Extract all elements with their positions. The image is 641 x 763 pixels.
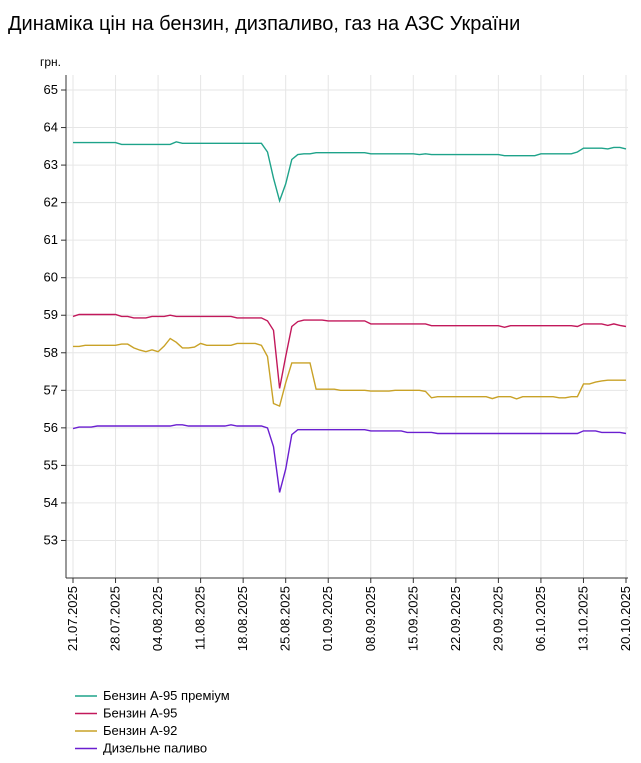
y-tick-label: 65 <box>44 82 58 97</box>
x-tick-label: 20.10.2025 <box>618 586 633 651</box>
x-tick-label: 15.09.2025 <box>405 586 420 651</box>
y-tick-label: 64 <box>44 120 58 135</box>
y-tick-label: 55 <box>44 457 58 472</box>
x-tick-label: 01.09.2025 <box>320 586 335 651</box>
x-tick-label: 04.08.2025 <box>150 586 165 651</box>
y-tick-label: 61 <box>44 232 58 247</box>
y-tick-label: 58 <box>44 345 58 360</box>
legend-label: Дизельне паливо <box>103 741 207 756</box>
x-tick-label: 25.08.2025 <box>278 586 293 651</box>
x-tick-label: 21.07.2025 <box>65 586 80 651</box>
y-tick-label: 56 <box>44 420 58 435</box>
y-tick-label: 62 <box>44 195 58 210</box>
y-tick-label: 60 <box>44 270 58 285</box>
series-line <box>72 313 627 389</box>
legend-label: Бензин А-95 преміум <box>103 688 230 703</box>
x-tick-label: 13.10.2025 <box>575 586 590 651</box>
x-tick-label: 08.09.2025 <box>363 586 378 651</box>
y-tick-label: 54 <box>44 495 58 510</box>
series-line <box>72 424 627 493</box>
x-tick-label: 29.09.2025 <box>490 586 505 651</box>
series-line <box>73 141 627 204</box>
x-tick-label: 18.08.2025 <box>235 586 250 651</box>
legend-label: Бензин А-92 <box>103 723 177 738</box>
series-line <box>73 337 626 408</box>
x-tick-label: 28.07.2025 <box>108 586 123 651</box>
x-tick-label: 11.08.2025 <box>193 586 208 650</box>
x-tick-label: 06.10.2025 <box>533 586 548 651</box>
x-tick-label: 22.09.2025 <box>448 586 463 651</box>
y-tick-label: 63 <box>44 157 58 172</box>
chart-title: Динаміка цін на бензин, дизпаливо, газ н… <box>8 13 520 35</box>
y-tick-label: 59 <box>44 307 58 322</box>
y-tick-label: 57 <box>44 382 58 397</box>
legend-label: Бензин А-95 <box>103 706 177 721</box>
y-tick-label: 53 <box>44 532 58 547</box>
y-unit: грн. <box>40 55 61 69</box>
